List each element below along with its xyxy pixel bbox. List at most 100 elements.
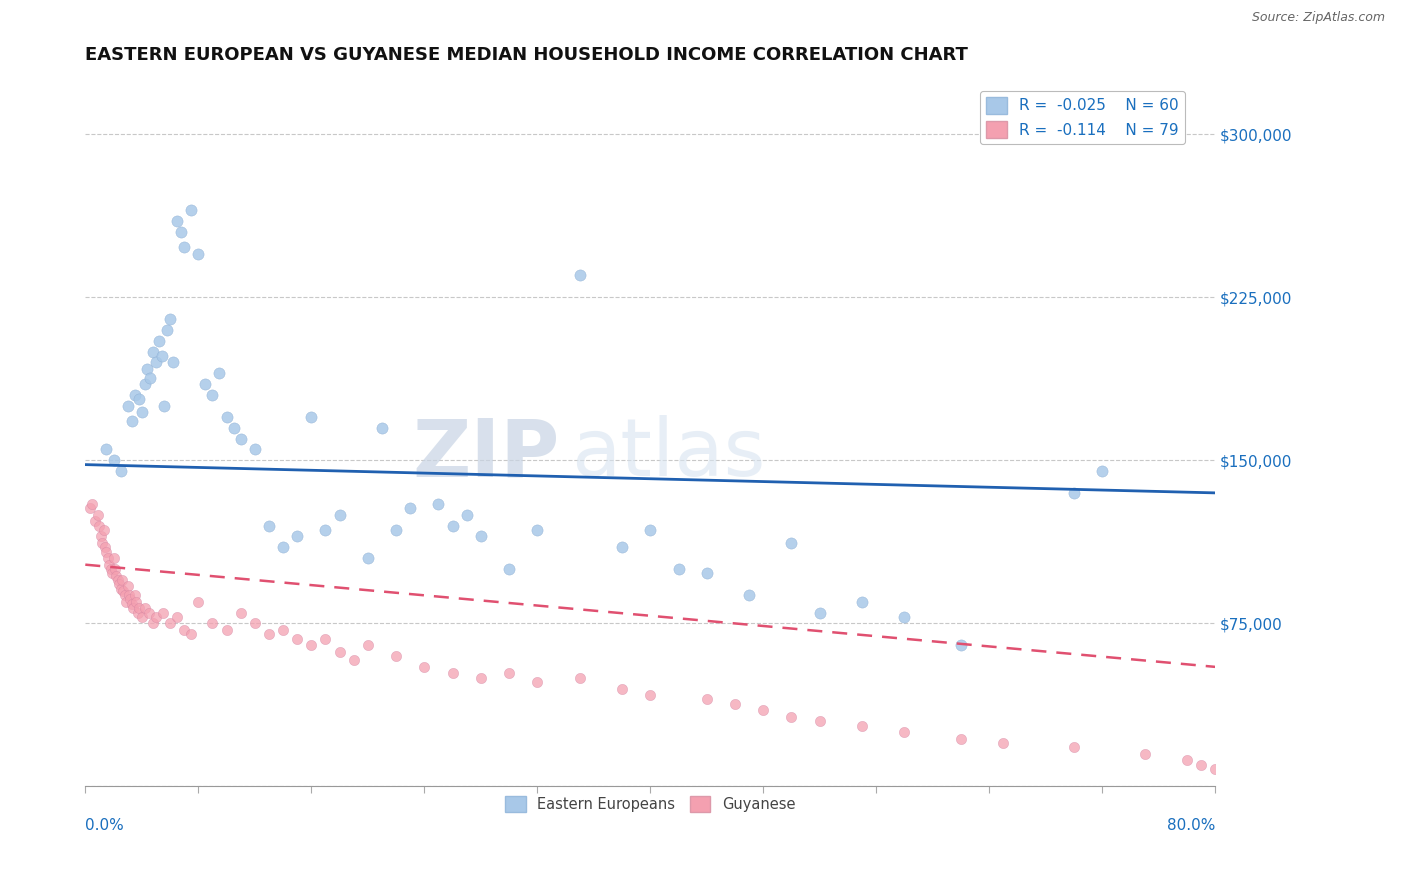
Point	[949, 731, 972, 746]
Point	[385, 523, 408, 537]
Point	[780, 536, 803, 550]
Point	[145, 610, 167, 624]
Point	[1133, 747, 1156, 761]
Point	[97, 551, 120, 566]
Point	[91, 536, 114, 550]
Point	[285, 632, 308, 646]
Point	[215, 409, 238, 424]
Point	[243, 616, 266, 631]
Point	[808, 714, 831, 729]
Text: ZIP: ZIP	[412, 416, 560, 493]
Text: atlas: atlas	[571, 416, 765, 493]
Point	[229, 432, 252, 446]
Point	[100, 562, 122, 576]
Point	[1063, 740, 1085, 755]
Point	[187, 594, 209, 608]
Point	[638, 688, 661, 702]
Point	[470, 671, 492, 685]
Point	[162, 355, 184, 369]
Point	[156, 323, 179, 337]
Point	[385, 648, 408, 663]
Point	[166, 214, 188, 228]
Point	[136, 362, 159, 376]
Point	[180, 627, 202, 641]
Point	[125, 594, 148, 608]
Point	[610, 541, 633, 555]
Point	[131, 610, 153, 624]
Point	[696, 566, 718, 581]
Point	[371, 420, 394, 434]
Point	[117, 399, 139, 413]
Point	[201, 616, 224, 631]
Point	[94, 541, 117, 555]
Point	[114, 588, 136, 602]
Point	[103, 551, 125, 566]
Point	[328, 508, 350, 522]
Point	[568, 671, 591, 685]
Point	[299, 409, 322, 424]
Point	[118, 588, 141, 602]
Point	[134, 377, 156, 392]
Legend: Eastern Europeans, Guyanese: Eastern Europeans, Guyanese	[499, 790, 801, 818]
Point	[299, 638, 322, 652]
Point	[107, 573, 129, 587]
Point	[187, 246, 209, 260]
Point	[134, 601, 156, 615]
Point	[427, 497, 450, 511]
Point	[357, 551, 380, 566]
Point	[173, 623, 195, 637]
Point	[148, 334, 170, 348]
Point	[738, 588, 761, 602]
Text: 80.0%: 80.0%	[1167, 818, 1215, 833]
Point	[724, 697, 747, 711]
Point	[121, 597, 143, 611]
Point	[243, 442, 266, 457]
Point	[314, 632, 336, 646]
Point	[82, 497, 104, 511]
Point	[98, 558, 121, 572]
Point	[1063, 486, 1085, 500]
Point	[96, 442, 118, 457]
Point	[139, 370, 162, 384]
Point	[101, 566, 124, 581]
Point	[696, 692, 718, 706]
Point	[111, 573, 134, 587]
Point	[215, 623, 238, 637]
Point	[526, 523, 548, 537]
Point	[127, 606, 149, 620]
Text: EASTERN EUROPEAN VS GUYANESE MEDIAN HOUSEHOLD INCOME CORRELATION CHART: EASTERN EUROPEAN VS GUYANESE MEDIAN HOUS…	[86, 46, 969, 64]
Point	[893, 610, 915, 624]
Point	[441, 666, 464, 681]
Point	[84, 514, 107, 528]
Point	[441, 518, 464, 533]
Point	[124, 588, 146, 602]
Point	[115, 594, 138, 608]
Point	[93, 523, 115, 537]
Point	[120, 592, 142, 607]
Point	[128, 601, 150, 615]
Point	[201, 388, 224, 402]
Point	[173, 240, 195, 254]
Point	[610, 681, 633, 696]
Point	[1091, 464, 1114, 478]
Point	[180, 203, 202, 218]
Point	[399, 501, 422, 516]
Point	[110, 464, 132, 478]
Point	[105, 568, 128, 582]
Point	[780, 710, 803, 724]
Point	[328, 645, 350, 659]
Point	[456, 508, 478, 522]
Point	[638, 523, 661, 537]
Point	[208, 366, 231, 380]
Point	[257, 627, 280, 641]
Point	[110, 582, 132, 596]
Point	[229, 606, 252, 620]
Text: Source: ZipAtlas.com: Source: ZipAtlas.com	[1251, 11, 1385, 24]
Point	[851, 718, 873, 732]
Point	[79, 501, 101, 516]
Point	[103, 453, 125, 467]
Point	[851, 594, 873, 608]
Point	[526, 675, 548, 690]
Point	[1189, 757, 1212, 772]
Point	[131, 405, 153, 419]
